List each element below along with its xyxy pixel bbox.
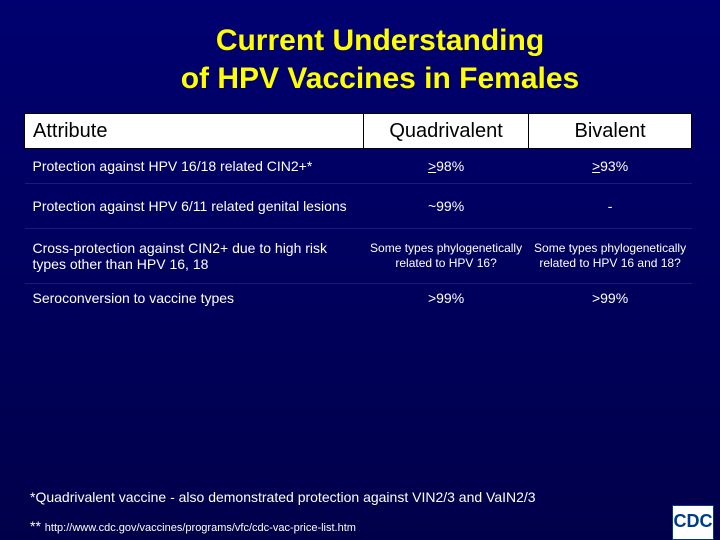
cell: Cross-protection against CIN2+ due to hi… [24,228,364,284]
cell: Some types phylogenetically related to H… [363,228,529,284]
footnote: *Quadrivalent vaccine - also demonstrate… [30,489,536,505]
cell: >98% [363,148,529,184]
footnote: ** http://www.cdc.gov/vaccines/programs/… [30,518,356,534]
footnote-mark: ** [30,518,41,534]
header-cell: Bivalent [528,113,692,149]
logo: CDC [672,505,714,540]
header-row: Attribute Quadrivalent Bivalent [24,113,692,149]
header-cell: Attribute [24,113,364,149]
cell-text: 93% [600,158,629,174]
cell: >93% [528,148,692,184]
title-line: of HPV Vaccines in Females [180,62,580,95]
cell: ~99% [363,183,529,229]
title-line: Current Understanding [215,24,545,57]
cell: >99% [363,283,529,312]
cell-prefix: > [591,158,601,174]
row: Seroconversion to vaccine types >99% >99… [24,283,692,312]
cell: Protection against HPV 6/11 related geni… [24,183,364,229]
footnote-url: http://www.cdc.gov/vaccines/programs/vfc… [44,522,356,534]
cell: Some types phylogenetically related to H… [528,228,692,284]
cell-prefix: > [427,158,437,174]
cell: - [528,183,692,229]
header-cell: Quadrivalent [362,113,530,149]
cell: Seroconversion to vaccine types [24,283,364,312]
cell: >99% [528,283,692,312]
cell: Protection against HPV 16/18 related CIN… [24,148,364,184]
row: Protection against HPV 16/18 related CIN… [24,148,692,184]
row: Protection against HPV 6/11 related geni… [24,183,692,229]
row: Cross-protection against CIN2+ due to hi… [24,228,692,284]
cell-text: 98% [436,158,465,174]
table: Attribute Quadrivalent Bivalent Protecti… [24,113,692,312]
